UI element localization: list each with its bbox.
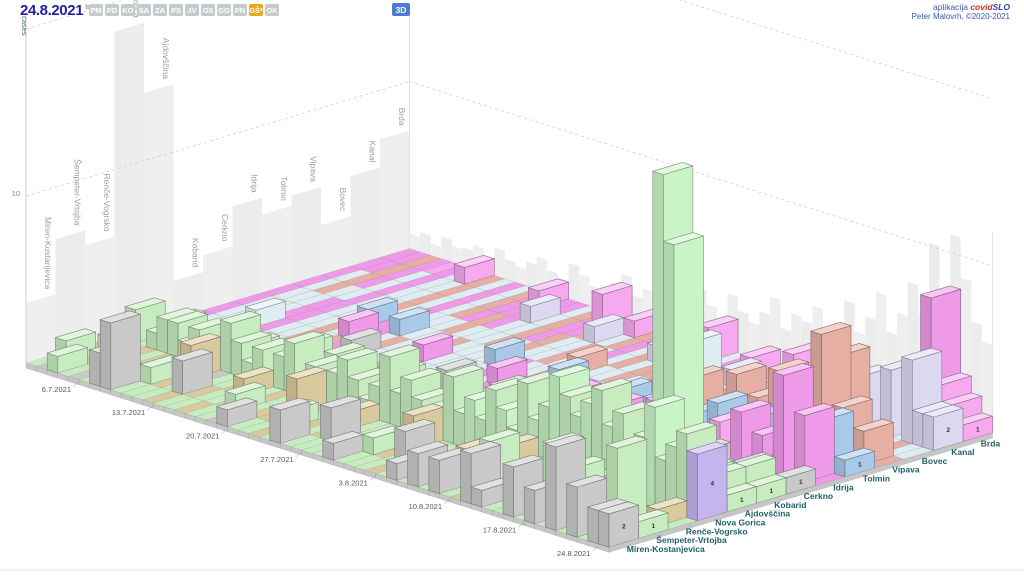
svg-text:13.7.2021: 13.7.2021 bbox=[112, 408, 145, 417]
app-credit: aplikacija covidSLO Peter Malovrh, ©2020… bbox=[912, 2, 1010, 22]
svg-text:Cerkno: Cerkno bbox=[804, 491, 833, 501]
svg-text:cases: cases bbox=[20, 16, 29, 36]
region-button-GO[interactable]: GO bbox=[217, 4, 231, 16]
region-button-PD[interactable]: PD bbox=[105, 4, 119, 16]
date-axis-labels: 6.7.2021 13.7.2021 20.7.2021 27.7.2021 3.8.2… bbox=[42, 381, 599, 558]
svg-text:Šempeter-Vrtojba: Šempeter-Vrtojba bbox=[656, 534, 727, 545]
svg-text:Ajdovščina: Ajdovščina bbox=[161, 38, 171, 79]
svg-text:Brda: Brda bbox=[397, 108, 407, 126]
svg-text:10: 10 bbox=[12, 189, 20, 198]
svg-text:Bovec: Bovec bbox=[922, 456, 948, 466]
svg-text:Bovec: Bovec bbox=[338, 188, 348, 212]
author-credit: Peter Malovrh, ©2020-2021 bbox=[911, 12, 1010, 21]
svg-text:Renče-Vogrsko: Renče-Vogrsko bbox=[102, 173, 112, 231]
region-button-GŠ[interactable]: GŠ* bbox=[249, 4, 263, 16]
svg-text:1: 1 bbox=[740, 497, 744, 504]
svg-text:Kanal: Kanal bbox=[951, 447, 974, 457]
svg-text:Vipava: Vipava bbox=[892, 465, 920, 475]
svg-text:24.8.2021: 24.8.2021 bbox=[557, 549, 590, 558]
svg-text:1: 1 bbox=[858, 462, 862, 469]
svg-text:10.8.2021: 10.8.2021 bbox=[409, 502, 442, 511]
region-button-ZA[interactable]: ZA bbox=[153, 4, 167, 16]
svg-text:Ajdovščina: Ajdovščina bbox=[745, 509, 791, 519]
svg-text:Cerkno: Cerkno bbox=[220, 214, 230, 242]
region-button-PS[interactable]: PS bbox=[169, 4, 183, 16]
app-title: aplikacija covidSLO bbox=[932, 2, 1010, 12]
region-button-PM[interactable]: PM bbox=[89, 4, 103, 16]
region-button-OK[interactable]: OK bbox=[265, 4, 279, 16]
background-wall-municipalities: Miren-Kostanjevica Šempeter-Vrtojba Renče-… bbox=[26, 0, 410, 363]
brand-slo: SLO bbox=[992, 2, 1010, 12]
svg-text:Idrija: Idrija bbox=[249, 174, 259, 193]
svg-text:20.7.2021: 20.7.2021 bbox=[186, 432, 219, 441]
svg-text:2: 2 bbox=[946, 427, 950, 434]
region-button-SA[interactable]: SA bbox=[137, 4, 151, 16]
svg-text:Brda: Brda bbox=[981, 438, 1001, 448]
svg-text:2: 2 bbox=[622, 524, 626, 531]
svg-text:1: 1 bbox=[769, 488, 773, 495]
region-button-KO[interactable]: KO bbox=[121, 4, 135, 16]
svg-text:Kobarid: Kobarid bbox=[774, 500, 806, 510]
svg-text:6.7.2021: 6.7.2021 bbox=[42, 385, 71, 394]
svg-text:Tolmin: Tolmin bbox=[863, 473, 890, 483]
svg-text:Kobarid: Kobarid bbox=[190, 238, 200, 268]
svg-text:Tolmin: Tolmin bbox=[279, 176, 289, 201]
floor-and-bars: 1 2 1 1 1 1 4 1 2 bbox=[25, 162, 994, 553]
svg-text:Renče-Vogrsko: Renče-Vogrsko bbox=[686, 526, 748, 536]
svg-text:Nova Gorica: Nova Gorica bbox=[131, 0, 141, 18]
svg-text:Idrija: Idrija bbox=[833, 482, 854, 492]
region-button-row: PM PD KO SA ZA PS JV OS GO PN GŠ* OK bbox=[89, 4, 279, 16]
svg-text:Nova Gorica: Nova Gorica bbox=[715, 518, 765, 528]
region-button-OS[interactable]: OS bbox=[201, 4, 215, 16]
date-label: 24.8.2021 bbox=[20, 2, 84, 19]
current-date[interactable]: 24.8.2021tor bbox=[20, 2, 94, 19]
region-button-JV[interactable]: JV bbox=[185, 4, 199, 16]
municipality-axis-labels: Miren-KostanjevicaŠempeter-VrtojbaRenče-… bbox=[627, 438, 1001, 554]
svg-text:Miren-Kostanjevica: Miren-Kostanjevica bbox=[627, 544, 705, 554]
svg-text:3.8.2021: 3.8.2021 bbox=[339, 479, 368, 488]
brand-covid: covid bbox=[970, 2, 993, 12]
svg-text:27.7.2021: 27.7.2021 bbox=[260, 455, 293, 464]
view-3d-button[interactable]: 3D bbox=[392, 3, 410, 16]
svg-text:17.8.2021: 17.8.2021 bbox=[483, 526, 516, 535]
svg-text:1: 1 bbox=[651, 523, 655, 530]
svg-text:1: 1 bbox=[799, 479, 803, 486]
region-button-PN[interactable]: PN bbox=[233, 4, 247, 16]
svg-text:Vipava: Vipava bbox=[308, 156, 318, 182]
svg-text:Šempeter-Vrtojba: Šempeter-Vrtojba bbox=[72, 159, 82, 226]
svg-text:Miren-Kostanjevica: Miren-Kostanjevica bbox=[43, 217, 53, 290]
svg-text:4: 4 bbox=[710, 481, 714, 488]
svg-text:Kanal: Kanal bbox=[367, 141, 377, 163]
svg-text:1: 1 bbox=[976, 426, 980, 433]
